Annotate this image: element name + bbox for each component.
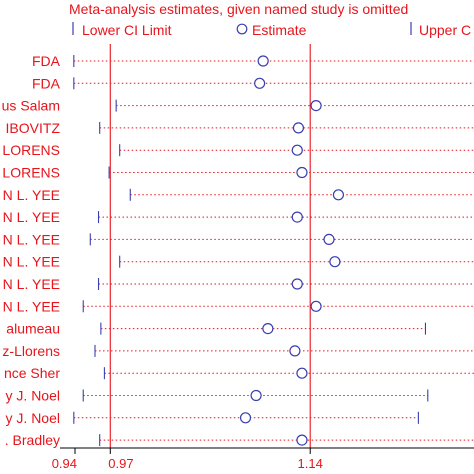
legend: Lower CI Limit Estimate Upper C bbox=[72, 22, 471, 38]
estimate-marker bbox=[296, 434, 308, 446]
study-label: LORENS bbox=[2, 165, 60, 181]
x-tick-label: 1.14 bbox=[298, 456, 323, 471]
estimate-marker bbox=[296, 166, 308, 179]
legend-estimate-label: Estimate bbox=[252, 22, 307, 38]
estimate-marker bbox=[323, 233, 335, 245]
estimate-marker bbox=[310, 300, 322, 312]
study-label: y J. Noel bbox=[6, 388, 60, 404]
study-label: IBOVITZ bbox=[6, 120, 61, 136]
legend-estimate-symbol bbox=[236, 23, 248, 35]
estimate-marker bbox=[262, 323, 274, 335]
estimate-marker bbox=[296, 367, 308, 379]
plot-area bbox=[73, 44, 474, 448]
study-label: y J. Noel bbox=[6, 410, 60, 426]
study-label: N L. YEE bbox=[3, 209, 60, 225]
estimate-marker bbox=[291, 211, 303, 223]
study-label: . Bradley bbox=[5, 432, 60, 448]
study-label: FDA bbox=[32, 53, 61, 69]
study-label: LORENS bbox=[2, 142, 60, 158]
legend-lower-label: Lower CI Limit bbox=[82, 22, 172, 38]
estimate-marker bbox=[332, 189, 345, 201]
study-label: N L. YEE bbox=[3, 231, 60, 247]
study-label: nce Sher bbox=[4, 365, 60, 381]
estimate-marker bbox=[289, 345, 301, 357]
estimate-marker bbox=[291, 278, 303, 290]
estimate-marker bbox=[292, 122, 305, 134]
study-label: z-Llorens bbox=[2, 343, 60, 359]
study-label: N L. YEE bbox=[3, 254, 60, 270]
study-label: FDA bbox=[32, 75, 61, 91]
study-labels: FDA FDA us Salam IBOVITZ LORENS LORENS N L. YE… bbox=[2, 53, 61, 448]
x-tick-label: 0.97 bbox=[108, 456, 133, 471]
chart-title: Meta-analysis estimates, given named stu… bbox=[69, 1, 408, 17]
estimate-marker bbox=[250, 389, 262, 402]
study-label: alumeau bbox=[6, 321, 60, 337]
study-label: N L. YEE bbox=[3, 276, 60, 292]
x-axis: 0.94 0.97 1.14 bbox=[52, 447, 474, 471]
estimate-marker bbox=[329, 256, 341, 268]
estimate-marker bbox=[310, 99, 322, 112]
study-label: N L. YEE bbox=[3, 187, 60, 203]
estimate-marker bbox=[239, 412, 252, 424]
study-label: N L. YEE bbox=[3, 298, 60, 314]
estimate-marker bbox=[291, 144, 303, 156]
study-label: us Salam bbox=[2, 98, 60, 114]
estimate-marker bbox=[257, 55, 269, 67]
estimate-marker bbox=[254, 77, 266, 89]
legend-upper-label: Upper C bbox=[419, 22, 471, 38]
x-tick-label: 0.94 bbox=[52, 456, 77, 471]
